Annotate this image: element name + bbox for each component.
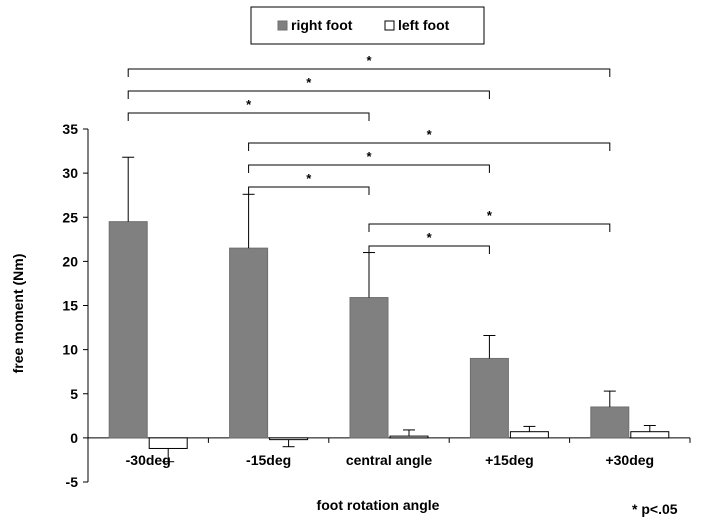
bar-left-foot: [631, 432, 669, 438]
significance-bracket: [249, 187, 369, 195]
y-tick-label: 30: [62, 165, 78, 181]
legend: right foot left foot: [251, 7, 484, 44]
significance-bracket: [128, 91, 489, 99]
x-tick-label: -15deg: [246, 452, 291, 468]
y-tick-label: 5: [70, 386, 78, 402]
bar-right-foot: [350, 298, 388, 438]
significance-star: *: [246, 97, 252, 112]
y-axis-title: free moment (Nm): [10, 254, 26, 374]
bar-right-foot: [591, 407, 629, 438]
y-tick-label: 15: [62, 298, 78, 314]
significance-note: * p<.05: [632, 501, 678, 517]
y-tick-label: 25: [62, 209, 78, 225]
significance-brackets: * * * * * * * *: [128, 53, 610, 254]
bar-right-foot: [230, 248, 268, 438]
legend-swatch: [385, 21, 394, 30]
significance-bracket: [128, 69, 610, 77]
legend-label: left foot: [398, 17, 450, 33]
significance-star: *: [366, 149, 372, 164]
x-tick-label: -30deg: [126, 452, 171, 468]
y-tick-label: 20: [62, 253, 78, 269]
x-tick-label: central angle: [346, 452, 433, 468]
significance-star: *: [427, 127, 433, 142]
bar-left-foot: [510, 432, 548, 438]
x-axis-title: foot rotation angle: [317, 497, 440, 513]
bar-right-foot: [109, 222, 147, 438]
significance-star: *: [487, 208, 493, 223]
x-tick-label: +30deg: [605, 452, 654, 468]
significance-star: *: [306, 75, 312, 90]
bars: [109, 222, 669, 449]
y-tick-label: 10: [62, 342, 78, 358]
error-bars: [122, 157, 656, 461]
legend-label: right foot: [291, 17, 353, 33]
significance-bracket: [128, 113, 369, 121]
significance-bracket: [249, 143, 610, 151]
x-tick-label: +15deg: [485, 452, 534, 468]
significance-star: *: [427, 230, 433, 245]
bar-right-foot: [470, 358, 508, 437]
legend-swatch: [278, 21, 287, 30]
y-tick-label: 35: [62, 121, 78, 137]
bar-left-foot: [270, 438, 308, 440]
bar-left-foot: [390, 436, 428, 438]
significance-bracket: [369, 224, 610, 232]
significance-bracket: [369, 246, 489, 254]
significance-bracket: [249, 165, 490, 173]
y-tick-label: 0: [70, 430, 78, 446]
bar-left-foot: [149, 438, 187, 449]
y-tick-label: -5: [66, 474, 79, 490]
significance-star: *: [306, 171, 312, 186]
significance-star: *: [366, 53, 372, 68]
